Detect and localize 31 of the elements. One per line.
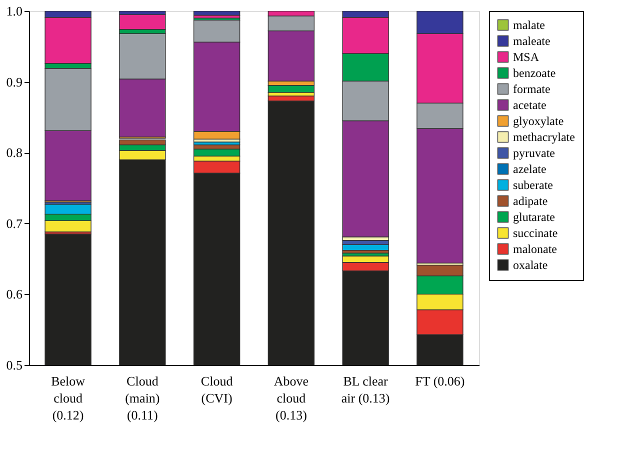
legend-label: glutarate <box>513 210 555 224</box>
bar <box>193 11 240 16</box>
y-tick-label: 1.0 <box>6 4 22 18</box>
legend-label: benzoate <box>513 66 556 80</box>
legend-label: pyruvate <box>513 146 555 160</box>
legend-label: malate <box>513 18 545 32</box>
legend-label: succinate <box>513 226 558 240</box>
y-tick-label: 0.9 <box>6 74 22 90</box>
y-tick-label: 0.7 <box>6 216 23 231</box>
legend-label: suberate <box>513 178 553 192</box>
legend-label: methacrylate <box>513 130 575 144</box>
y-tick-label: 0.8 <box>6 145 22 160</box>
x-tick-label: Above cloud (0.13) <box>274 374 309 422</box>
x-tick-label: Below cloud (0.12) <box>51 374 86 422</box>
x-tick-label: Cloud (CVI) <box>200 374 234 406</box>
bar <box>268 84 315 93</box>
x-tick-label: BL clear air (0.13) <box>341 374 390 406</box>
legend-label: oxalate <box>513 258 548 272</box>
legend-label: acetate <box>513 98 546 112</box>
legend-label: MSA <box>513 50 540 64</box>
legend-label: glyoxylate <box>513 114 564 128</box>
legend-label: malonate <box>513 242 557 256</box>
legend-label: formate <box>513 82 550 96</box>
legend-label: adipate <box>513 194 548 208</box>
legend-label: maleate <box>513 34 550 48</box>
y-tick-label: 0.5 <box>6 358 22 372</box>
legend-label: azelate <box>513 162 546 176</box>
x-tick-label: FT (0.06) <box>415 374 465 388</box>
y-tick-label: 0.6 <box>6 286 23 302</box>
x-tick-label: Cloud (main) (0.11) <box>125 374 160 422</box>
bar <box>119 14 166 30</box>
